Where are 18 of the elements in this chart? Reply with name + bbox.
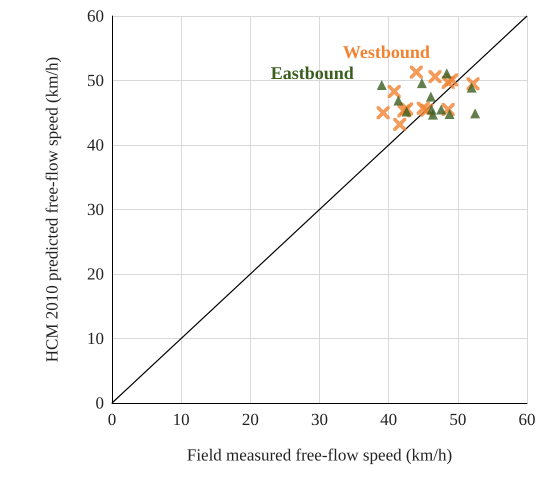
x-axis-title: Field measured free-flow speed (km/h) — [186, 446, 452, 464]
y-axis-title: HCM 2010 predicted free-flow speed (km/h) — [42, 56, 62, 362]
series-label: Eastbound — [270, 63, 354, 84]
y-tick-label: 40 — [87, 136, 104, 154]
y-tick-label: 30 — [87, 200, 104, 219]
x-tick-label: 40 — [380, 410, 398, 429]
y-tick-label: 0 — [96, 394, 104, 412]
x-tick-label: 20 — [242, 410, 259, 429]
x-tick-label: 60 — [518, 410, 536, 429]
x-tick-label: 0 — [108, 410, 116, 429]
series-label: Westbound — [342, 42, 430, 62]
x-tick-label: 50 — [449, 410, 466, 429]
y-tick-label: 50 — [87, 71, 104, 90]
x-tick-label: 30 — [311, 410, 328, 429]
y-tick-label: 20 — [87, 264, 104, 284]
y-tick-label: 60 — [87, 6, 104, 26]
y-tick-label: 10 — [87, 329, 104, 348]
x-tick-label: 10 — [172, 410, 190, 429]
